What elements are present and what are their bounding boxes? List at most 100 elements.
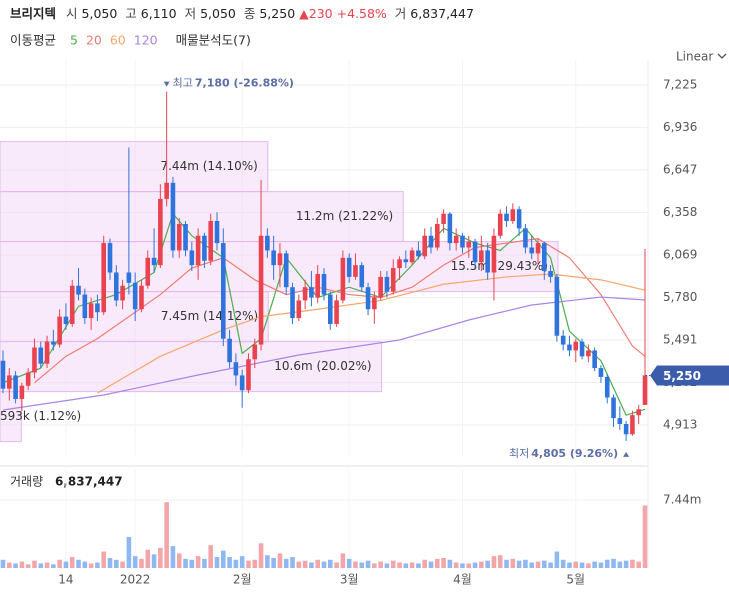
volume-bar xyxy=(227,557,232,568)
candle-body xyxy=(390,268,396,292)
high-value: 7,180 (-26.88%) xyxy=(195,77,294,90)
candle-body xyxy=(208,221,214,261)
field-label: 시 xyxy=(66,6,78,21)
field-label: 거 xyxy=(394,6,407,21)
volume-bar xyxy=(0,559,6,568)
candle-body xyxy=(592,350,597,369)
candle-body xyxy=(233,362,239,376)
volume-bar xyxy=(472,562,478,568)
x-tick-label: 2월 xyxy=(233,573,252,587)
field-label: 고 xyxy=(125,6,137,21)
candle-body xyxy=(529,247,535,254)
candle-body xyxy=(334,300,339,324)
candle-body xyxy=(25,372,31,386)
volume-profile-band xyxy=(0,191,404,243)
candle-body xyxy=(409,250,415,263)
volume-bar xyxy=(195,556,201,568)
candle-body xyxy=(82,294,88,319)
candle-body xyxy=(359,265,365,288)
volume-bar xyxy=(560,559,566,568)
candle-body xyxy=(428,235,434,248)
chevron[interactable] xyxy=(717,53,727,59)
field-value: 5,050 xyxy=(200,6,236,21)
x-tick-label: 4월 xyxy=(453,573,472,587)
candle-body xyxy=(535,243,541,254)
volume-bar xyxy=(359,562,365,568)
volume-bar xyxy=(447,559,453,568)
candle-body xyxy=(296,300,302,319)
volume-bar xyxy=(202,558,207,568)
volume-bar xyxy=(598,562,604,568)
volume-bar xyxy=(139,558,144,568)
candle-body xyxy=(32,347,37,373)
candle-body xyxy=(541,243,547,272)
volume-bar xyxy=(296,561,302,568)
candle-body xyxy=(189,250,195,266)
volume-bar xyxy=(252,559,258,568)
volume-bar xyxy=(315,559,321,568)
candle-body xyxy=(365,287,371,310)
volume-bar xyxy=(497,555,503,568)
candle-body xyxy=(340,257,346,301)
volume-bar xyxy=(309,562,314,568)
high-label: 최고 xyxy=(173,77,193,90)
candle-body xyxy=(170,182,176,251)
y-tick-label: 5,491 xyxy=(663,333,697,347)
price-badge xyxy=(650,365,729,386)
volume-bar xyxy=(214,557,220,568)
volume-bar xyxy=(378,561,383,568)
volume-bar xyxy=(239,556,245,568)
volume-profile-label: 7.45m (14.12%) xyxy=(161,309,258,323)
moving-average-line xyxy=(2,296,646,411)
candle-body xyxy=(113,272,119,301)
candle-body xyxy=(372,297,377,310)
x-tick-label: 2022 xyxy=(120,573,151,587)
legend-label: 60 xyxy=(110,33,126,48)
candle-body xyxy=(353,265,358,277)
candle-body xyxy=(290,287,295,319)
legend-label: 매물분석도(7) xyxy=(176,33,251,48)
candle-body xyxy=(447,213,453,244)
volume-bar xyxy=(246,560,251,568)
candle-body xyxy=(548,271,553,277)
candle-body xyxy=(283,253,289,288)
volume-bar xyxy=(208,545,214,568)
candle-body xyxy=(554,276,560,336)
volume-bar xyxy=(384,563,390,568)
volume-bar xyxy=(617,561,623,568)
candle-body xyxy=(586,350,591,357)
volume-bar xyxy=(485,560,490,568)
volume-bar xyxy=(120,561,125,568)
volume-profile-label: 593k (1.12%) xyxy=(0,409,81,423)
volume-bar xyxy=(158,547,163,568)
scale-select[interactable]: Linear xyxy=(676,50,713,64)
volume-bar xyxy=(604,559,610,568)
volume-bar xyxy=(460,563,465,568)
candle-body xyxy=(132,282,138,310)
candle-body xyxy=(107,243,113,273)
volume-bar xyxy=(38,563,44,568)
volume-profile-label: 10.6m (20.02%) xyxy=(274,359,371,373)
volume-bar xyxy=(302,560,308,568)
volume-profile-band xyxy=(0,241,559,293)
candle-body xyxy=(271,250,276,266)
volume-bar xyxy=(636,561,642,568)
candle-body xyxy=(453,235,459,244)
volume-bar xyxy=(220,550,226,568)
candle-body xyxy=(126,272,132,283)
x-tick-label: 3월 xyxy=(340,573,359,587)
volume-bar xyxy=(510,558,516,568)
field-value: 5,050 xyxy=(81,6,118,21)
candle-body xyxy=(573,341,579,351)
candle-body xyxy=(277,253,283,266)
volume-bar xyxy=(642,505,648,568)
y-tick-label: 6,069 xyxy=(663,248,697,262)
volume-bar xyxy=(44,562,50,568)
y-tick-label: 6,647 xyxy=(663,163,697,177)
volume-bar xyxy=(611,558,616,568)
legend-label: 5 xyxy=(70,33,78,48)
volume-bar xyxy=(32,560,37,568)
volume-bar xyxy=(434,558,440,568)
candle-body xyxy=(466,241,472,248)
